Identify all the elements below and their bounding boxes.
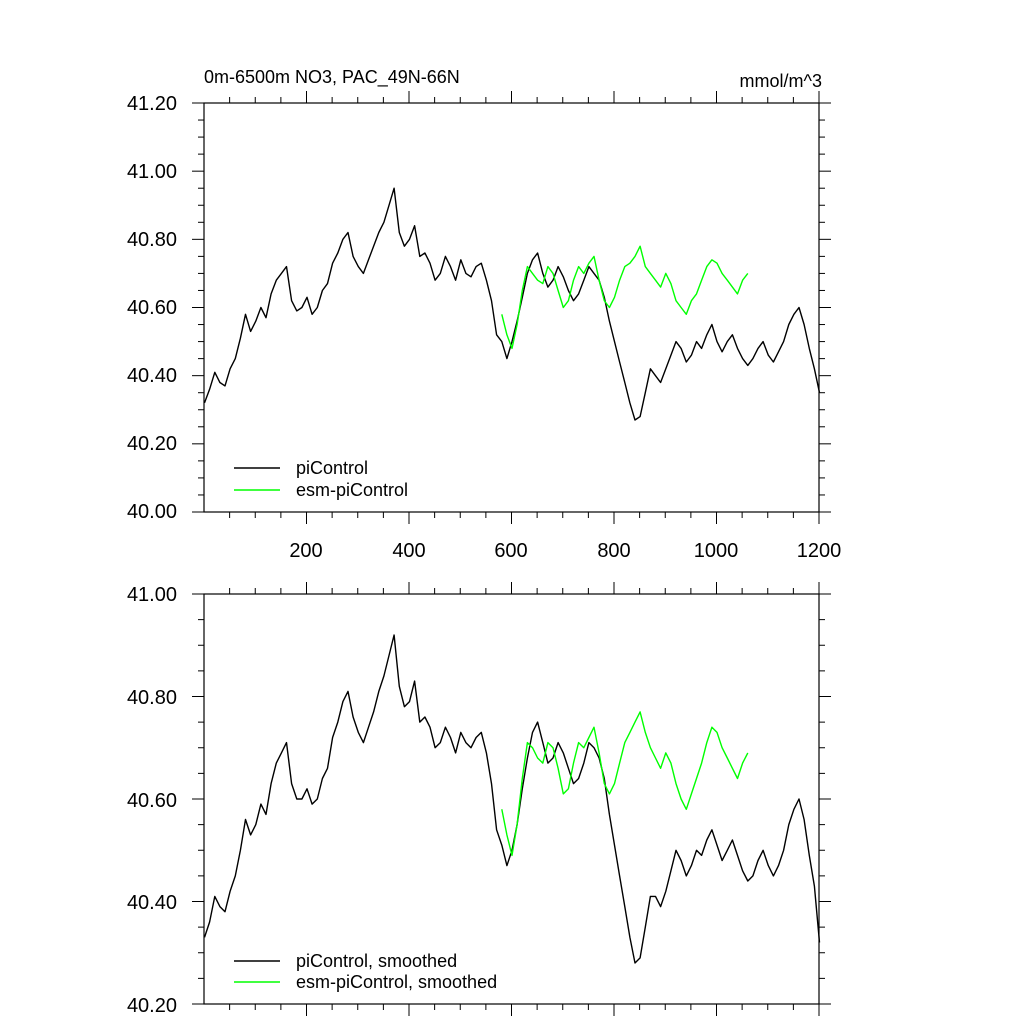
- y-tick-label: 40.40: [127, 365, 177, 387]
- x-tick-label: 600: [494, 540, 527, 562]
- y-tick-label: 41.00: [127, 584, 177, 606]
- y-tick-label: 40.40: [127, 892, 177, 914]
- legend: piControl, smoothed esm-piControl, smoot…: [234, 951, 497, 992]
- tick-marks: [192, 582, 831, 1016]
- plot-frame: [203, 593, 820, 1005]
- y-tick-label: 41.20: [127, 93, 177, 115]
- top-panel: 0m-6500m NO3, PAC_49N-66N mmol/m^3 40.00…: [127, 67, 841, 562]
- chart-title: 0m-6500m NO3, PAC_49N-66N: [204, 67, 460, 88]
- bottom-panel: 40.20 40.40 40.60 40.80 41.00 piControl,…: [127, 582, 831, 1017]
- series-line-picontrol: [203, 187, 821, 421]
- data-lines: [203, 187, 821, 421]
- y-tick-label: 40.60: [127, 790, 177, 812]
- y-tick-label: 40.20: [127, 433, 177, 455]
- y-tick-label: 40.20: [127, 995, 177, 1017]
- data-lines: [203, 634, 821, 964]
- y-tick-labels: 40.00 40.20 40.40 40.60 40.80 41.00 41.2…: [127, 93, 177, 523]
- legend-label-esm-picontrol: esm-piControl: [296, 480, 408, 500]
- plot-frame: [203, 102, 820, 513]
- x-tick-label: 200: [289, 540, 322, 562]
- y-tick-label: 40.60: [127, 297, 177, 319]
- legend-label-esm-picontrol-smoothed: esm-piControl, smoothed: [296, 972, 497, 992]
- y-tick-label: 40.00: [127, 501, 177, 523]
- series-line-esm-picontrol-smoothed: [501, 711, 749, 857]
- x-tick-label: 1000: [694, 540, 739, 562]
- series-line-esm-picontrol: [501, 245, 749, 350]
- tick-marks: [192, 91, 831, 524]
- units-label: mmol/m^3: [740, 71, 822, 91]
- series-line-picontrol-smoothed: [203, 634, 821, 964]
- legend: piControl esm-piControl: [234, 458, 408, 500]
- y-tick-label: 40.80: [127, 229, 177, 251]
- x-tick-label: 400: [392, 540, 425, 562]
- y-tick-label: 40.80: [127, 687, 177, 709]
- y-tick-labels: 40.20 40.40 40.60 40.80 41.00: [127, 584, 177, 1017]
- y-tick-label: 41.00: [127, 161, 177, 183]
- x-tick-label: 800: [597, 540, 630, 562]
- legend-label-picontrol-smoothed: piControl, smoothed: [296, 951, 457, 971]
- legend-label-picontrol: piControl: [296, 458, 368, 478]
- x-tick-labels: 200 400 600 800 1000 1200: [289, 540, 841, 562]
- x-tick-label: 1200: [797, 540, 842, 562]
